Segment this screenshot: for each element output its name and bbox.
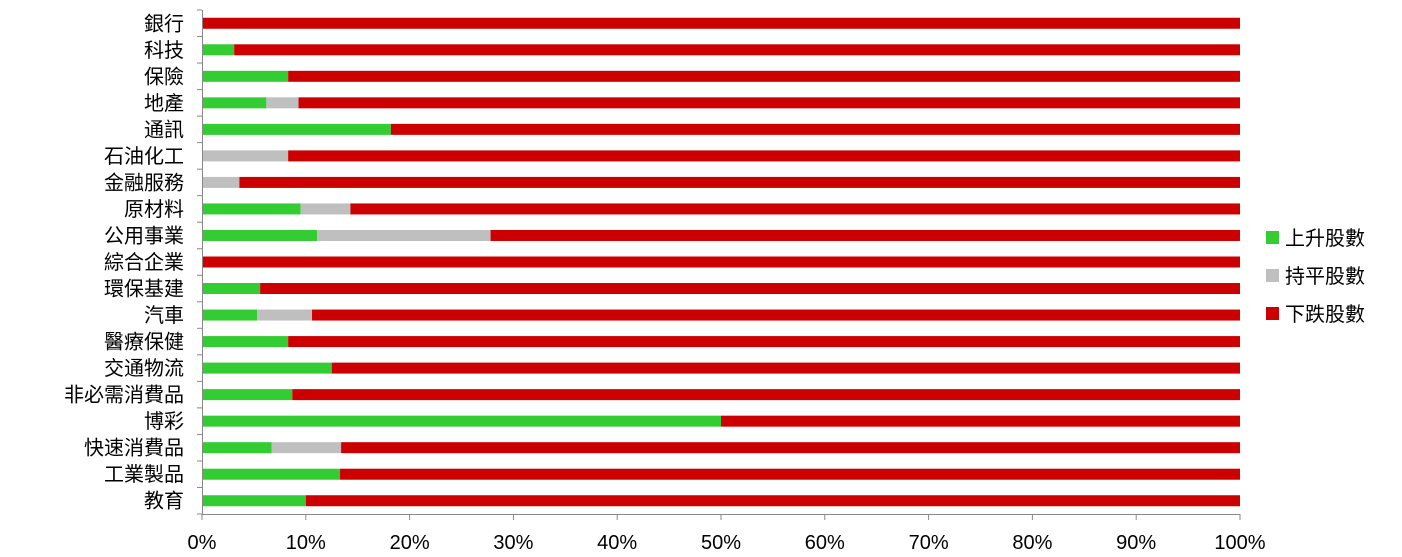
category-label: 科技 xyxy=(144,38,184,62)
x-tick-label: 100% xyxy=(1214,532,1265,554)
bar-segment-1-row-12 xyxy=(202,309,258,321)
bar-segment-1-row-8 xyxy=(202,203,301,215)
category-label: 環保基建 xyxy=(104,277,184,301)
bar-segment-1-row-13 xyxy=(202,336,289,348)
bar-segment-2-row-9 xyxy=(317,229,491,241)
bar-segment-1-row-16 xyxy=(202,415,721,427)
bar-segment-3-row-10 xyxy=(202,256,1240,268)
category-label: 銀行 xyxy=(144,11,184,35)
x-tick-label: 10% xyxy=(286,532,326,554)
bar-segment-3-row-3 xyxy=(288,70,1240,82)
x-tick-label: 20% xyxy=(390,532,430,554)
bar-segment-3-row-14 xyxy=(331,362,1240,374)
legend-swatch-2 xyxy=(1266,269,1279,282)
category-label: 綜合企業 xyxy=(104,250,184,274)
category-label: 工業製品 xyxy=(104,462,184,486)
bar-segment-1-row-4 xyxy=(202,97,267,109)
bar-segment-1-row-19 xyxy=(202,495,306,507)
bar-segment-3-row-11 xyxy=(260,283,1240,295)
bar-segment-2-row-12 xyxy=(257,309,313,321)
bar-segment-1-row-15 xyxy=(202,389,293,401)
legend-label-2: 持平股數 xyxy=(1285,264,1365,288)
bar-segment-3-row-8 xyxy=(350,203,1240,215)
bar-segment-2-row-7 xyxy=(202,176,240,188)
legend-swatch-1 xyxy=(1266,231,1279,244)
x-tick-label: 70% xyxy=(909,532,949,554)
x-tick-label: 60% xyxy=(805,532,845,554)
category-label: 博彩 xyxy=(144,409,184,433)
bar-segment-3-row-6 xyxy=(288,150,1240,162)
category-label: 原材料 xyxy=(124,197,184,221)
category-label: 交通物流 xyxy=(104,356,184,380)
category-label: 醫療保健 xyxy=(104,330,184,354)
legend-label-1: 上升股數 xyxy=(1285,226,1365,250)
category-label: 非必需消費品 xyxy=(64,383,184,407)
legend-label-3: 下跌股數 xyxy=(1285,302,1365,326)
legend-swatch-3 xyxy=(1266,307,1279,320)
category-label: 地產 xyxy=(144,91,184,115)
bar-segment-1-row-18 xyxy=(202,468,341,480)
bar-segment-1-row-3 xyxy=(202,70,289,82)
bar-segment-3-row-13 xyxy=(288,336,1240,348)
category-label: 保險 xyxy=(144,64,184,88)
category-label: 汽車 xyxy=(144,303,184,327)
bar-segment-2-row-8 xyxy=(300,203,351,215)
bar-segment-3-row-12 xyxy=(312,309,1240,321)
bar-segment-3-row-2 xyxy=(234,44,1240,56)
bar-segment-2-row-6 xyxy=(202,150,289,162)
x-tick-label: 90% xyxy=(1116,532,1156,554)
x-tick-label: 80% xyxy=(1012,532,1052,554)
x-tick-label: 50% xyxy=(701,532,741,554)
bar-segment-3-row-17 xyxy=(341,442,1241,454)
x-tick-label: 30% xyxy=(493,532,533,554)
bar-segment-3-row-1 xyxy=(202,17,1240,29)
bar-segment-2-row-17 xyxy=(271,442,342,454)
category-label: 公用事業 xyxy=(104,223,184,247)
category-label: 石油化工 xyxy=(104,144,184,168)
category-label: 教育 xyxy=(144,489,184,513)
bar-segment-1-row-9 xyxy=(202,229,318,241)
bar-segment-1-row-14 xyxy=(202,362,332,374)
bar-segment-3-row-19 xyxy=(305,495,1240,507)
category-label: 快速消費品 xyxy=(84,436,184,460)
bars-group xyxy=(202,17,1241,507)
bar-segment-3-row-15 xyxy=(292,389,1240,401)
x-tick-label: 0% xyxy=(188,532,217,554)
bar-segment-3-row-18 xyxy=(340,468,1240,480)
bar-segment-1-row-2 xyxy=(202,44,235,56)
bar-segment-1-row-5 xyxy=(202,123,391,135)
bar-segment-3-row-16 xyxy=(721,415,1240,427)
bar-segment-3-row-9 xyxy=(490,229,1240,241)
bar-segment-2-row-4 xyxy=(266,97,299,109)
bar-segment-3-row-7 xyxy=(239,176,1240,188)
category-label: 通訊 xyxy=(144,117,184,141)
x-axis-ticks: 0% 10% 20% 30% 40% 50% 60% 70% 80% 90% 100% xyxy=(188,514,1266,554)
bar-segment-1-row-11 xyxy=(202,283,261,295)
bar-segment-3-row-4 xyxy=(298,97,1240,109)
bar-segment-1-row-17 xyxy=(202,442,272,454)
bar-segment-3-row-5 xyxy=(390,123,1240,135)
x-tick-label: 40% xyxy=(597,532,637,554)
category-labels: 銀行科技保險地產通訊石油化工金融服務原材料公用事業綜合企業環保基建汽車醫療保健交… xyxy=(64,9,202,515)
category-label: 金融服務 xyxy=(104,170,184,194)
